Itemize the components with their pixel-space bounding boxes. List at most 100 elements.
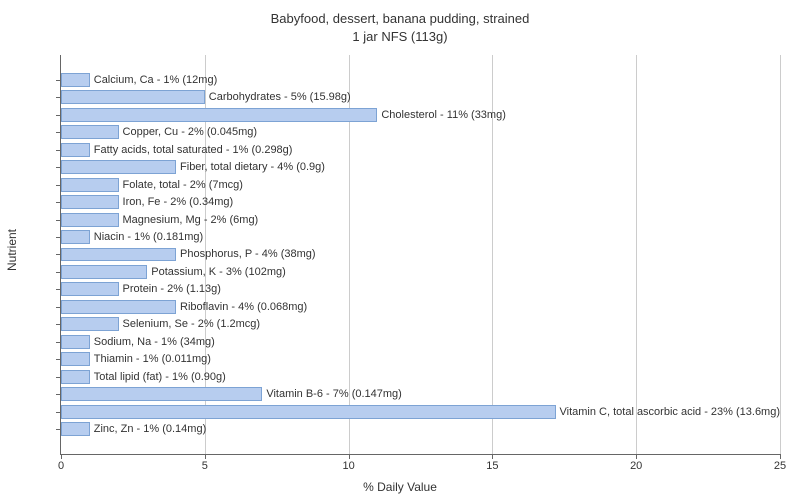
nutrient-bar <box>61 387 262 401</box>
bar-label: Protein - 2% (1.13g) <box>123 283 221 295</box>
y-tick-mark <box>56 377 61 378</box>
x-axis-label: % Daily Value <box>363 480 437 494</box>
x-tick-mark <box>780 454 781 459</box>
nutrient-bar <box>61 300 176 314</box>
x-tick-label: 0 <box>58 460 64 472</box>
chart-title: Babyfood, dessert, banana pudding, strai… <box>0 0 800 46</box>
bar-label: Sodium, Na - 1% (34mg) <box>94 336 215 348</box>
nutrient-bar <box>61 143 90 157</box>
x-tick-mark <box>205 454 206 459</box>
x-tick-mark <box>349 454 350 459</box>
bar-label: Folate, total - 2% (7mcg) <box>123 179 243 191</box>
nutrient-bar <box>61 230 90 244</box>
nutrient-bar <box>61 282 119 296</box>
bar-row: Protein - 2% (1.13g) <box>61 281 780 298</box>
bar-label: Thiamin - 1% (0.011mg) <box>94 353 211 365</box>
bar-label: Potassium, K - 3% (102mg) <box>151 266 286 278</box>
bar-label: Riboflavin - 4% (0.068mg) <box>180 301 307 313</box>
nutrient-bar <box>61 73 90 87</box>
y-tick-mark <box>56 150 61 151</box>
y-tick-mark <box>56 254 61 255</box>
bar-row: Zinc, Zn - 1% (0.14mg) <box>61 421 780 438</box>
x-tick-label: 15 <box>486 460 498 472</box>
y-tick-mark <box>56 272 61 273</box>
plot-area: 0510152025Calcium, Ca - 1% (12mg)Carbohy… <box>60 55 780 455</box>
gridline <box>780 55 781 454</box>
bar-label: Selenium, Se - 2% (1.2mcg) <box>123 318 261 330</box>
y-tick-mark <box>56 202 61 203</box>
y-tick-mark <box>56 307 61 308</box>
bar-row: Thiamin - 1% (0.011mg) <box>61 351 780 368</box>
bar-label: Niacin - 1% (0.181mg) <box>94 231 203 243</box>
y-tick-mark <box>56 237 61 238</box>
bar-label: Iron, Fe - 2% (0.34mg) <box>123 196 234 208</box>
nutrient-bar <box>61 317 119 331</box>
title-line1: Babyfood, dessert, banana pudding, strai… <box>0 10 800 28</box>
bar-label: Carbohydrates - 5% (15.98g) <box>209 91 351 103</box>
nutrient-bar <box>61 108 377 122</box>
x-tick-mark <box>61 454 62 459</box>
bar-row: Copper, Cu - 2% (0.045mg) <box>61 123 780 140</box>
bar-label: Zinc, Zn - 1% (0.14mg) <box>94 423 206 435</box>
bar-row: Magnesium, Mg - 2% (6mg) <box>61 211 780 228</box>
y-axis-label: Nutrient <box>5 229 19 271</box>
x-tick-label: 10 <box>342 460 354 472</box>
y-tick-mark <box>56 115 61 116</box>
bar-row: Riboflavin - 4% (0.068mg) <box>61 298 780 315</box>
bar-label: Fiber, total dietary - 4% (0.9g) <box>180 161 325 173</box>
nutrient-bar <box>61 335 90 349</box>
bar-label: Calcium, Ca - 1% (12mg) <box>94 74 217 86</box>
nutrient-bar <box>61 195 119 209</box>
bar-label: Vitamin C, total ascorbic acid - 23% (13… <box>560 406 781 418</box>
y-tick-mark <box>56 429 61 430</box>
y-tick-mark <box>56 359 61 360</box>
bar-label: Phosphorus, P - 4% (38mg) <box>180 248 316 260</box>
y-tick-mark <box>56 132 61 133</box>
nutrient-bar <box>61 248 176 262</box>
y-tick-mark <box>56 412 61 413</box>
y-tick-mark <box>56 80 61 81</box>
y-tick-mark <box>56 289 61 290</box>
y-tick-mark <box>56 394 61 395</box>
bar-row: Fatty acids, total saturated - 1% (0.298… <box>61 141 780 158</box>
nutrient-bar <box>61 422 90 436</box>
chart-container: Babyfood, dessert, banana pudding, strai… <box>0 0 800 500</box>
bar-label: Magnesium, Mg - 2% (6mg) <box>123 214 259 226</box>
nutrient-bar <box>61 370 90 384</box>
x-tick-mark <box>492 454 493 459</box>
nutrient-bar <box>61 213 119 227</box>
nutrient-bar <box>61 90 205 104</box>
bar-row: Sodium, Na - 1% (34mg) <box>61 333 780 350</box>
bar-row: Total lipid (fat) - 1% (0.90g) <box>61 368 780 385</box>
nutrient-bar <box>61 125 119 139</box>
bar-row: Cholesterol - 11% (33mg) <box>61 106 780 123</box>
x-tick-label: 5 <box>202 460 208 472</box>
bar-row: Selenium, Se - 2% (1.2mcg) <box>61 316 780 333</box>
x-tick-label: 25 <box>774 460 786 472</box>
bar-label: Fatty acids, total saturated - 1% (0.298… <box>94 144 293 156</box>
bar-label: Total lipid (fat) - 1% (0.90g) <box>94 371 226 383</box>
y-tick-mark <box>56 97 61 98</box>
bar-label: Cholesterol - 11% (33mg) <box>381 109 506 121</box>
bar-row: Folate, total - 2% (7mcg) <box>61 176 780 193</box>
bar-label: Copper, Cu - 2% (0.045mg) <box>123 126 258 138</box>
nutrient-bar <box>61 405 556 419</box>
bar-row: Calcium, Ca - 1% (12mg) <box>61 71 780 88</box>
y-tick-mark <box>56 324 61 325</box>
bar-row: Potassium, K - 3% (102mg) <box>61 263 780 280</box>
nutrient-bar <box>61 160 176 174</box>
bar-row: Carbohydrates - 5% (15.98g) <box>61 88 780 105</box>
bar-label: Vitamin B-6 - 7% (0.147mg) <box>266 388 402 400</box>
y-tick-mark <box>56 167 61 168</box>
bar-row: Vitamin C, total ascorbic acid - 23% (13… <box>61 403 780 420</box>
x-tick-mark <box>636 454 637 459</box>
y-tick-mark <box>56 185 61 186</box>
nutrient-bar <box>61 352 90 366</box>
nutrient-bar <box>61 265 147 279</box>
bar-row: Vitamin B-6 - 7% (0.147mg) <box>61 386 780 403</box>
title-line2: 1 jar NFS (113g) <box>0 28 800 46</box>
x-tick-label: 20 <box>630 460 642 472</box>
bar-row: Fiber, total dietary - 4% (0.9g) <box>61 158 780 175</box>
nutrient-bar <box>61 178 119 192</box>
bar-row: Iron, Fe - 2% (0.34mg) <box>61 193 780 210</box>
